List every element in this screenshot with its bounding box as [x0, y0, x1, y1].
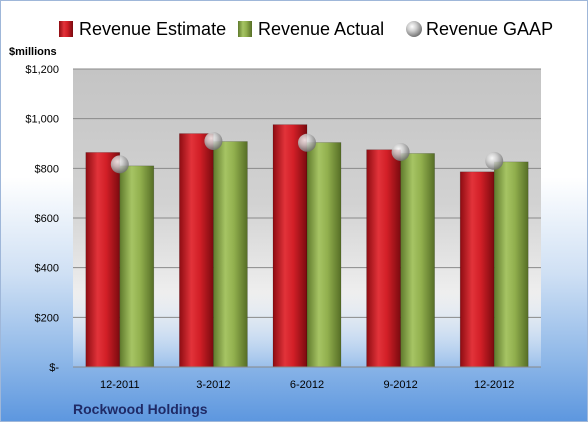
y-axis-ticks: $- $200 $400 $600 $800 $1,000 $1,200 — [25, 64, 59, 374]
legend-swatch-revenue-estimate — [59, 21, 73, 37]
bar-revenue-actual — [493, 161, 529, 368]
x-tick-label: 6-2012 — [290, 379, 324, 391]
bar-revenue-actual — [306, 142, 342, 368]
bar-revenue-estimate — [179, 133, 214, 368]
marker-revenue-gaap — [485, 151, 504, 170]
bar-revenue-actual — [213, 141, 248, 368]
marker-revenue-gaap — [110, 155, 129, 174]
marker-revenue-gaap — [391, 142, 410, 161]
x-tick-label: 3-2012 — [196, 379, 230, 391]
bar-revenue-actual — [119, 165, 155, 368]
marker-revenue-gaap — [298, 133, 316, 152]
y-tick-label: $800 — [35, 163, 59, 175]
bar-revenue-estimate — [85, 152, 121, 368]
bar-revenue-estimate — [272, 124, 308, 368]
y-tick-label: $600 — [35, 213, 59, 225]
y-tick-label: $400 — [35, 263, 59, 275]
legend-label: Revenue Actual — [258, 19, 384, 39]
y-tick-label: $- — [49, 362, 59, 374]
y-tick-label: $1,000 — [25, 114, 59, 126]
marker-revenue-gaap — [204, 132, 223, 151]
y-tick-label: $200 — [35, 312, 59, 324]
x-tick-label: 12-2011 — [100, 379, 140, 391]
y-axis-unit-label: $millions — [9, 46, 57, 58]
x-tick-label: 12-2012 — [474, 379, 514, 391]
x-tick-label: 9-2012 — [383, 379, 417, 391]
gaap-markers — [110, 132, 504, 174]
legend-swatch-revenue-gaap — [406, 21, 422, 37]
legend-label: Revenue GAAP — [426, 19, 553, 39]
legend: Revenue Estimate Revenue Actual Revenue GA… — [59, 19, 553, 39]
bar-revenue-actual — [400, 153, 435, 368]
legend-swatch-revenue-actual — [238, 21, 252, 37]
y-tick-label: $1,200 — [25, 64, 59, 76]
x-axis-ticks: 12-2011 3-2012 6-2012 9-2012 12-2012 — [100, 379, 514, 391]
legend-label: Revenue Estimate — [79, 19, 226, 39]
bar-revenue-estimate — [366, 149, 401, 368]
bar-revenue-estimate — [459, 171, 495, 368]
company-name: Rockwood Holdings — [73, 401, 208, 417]
